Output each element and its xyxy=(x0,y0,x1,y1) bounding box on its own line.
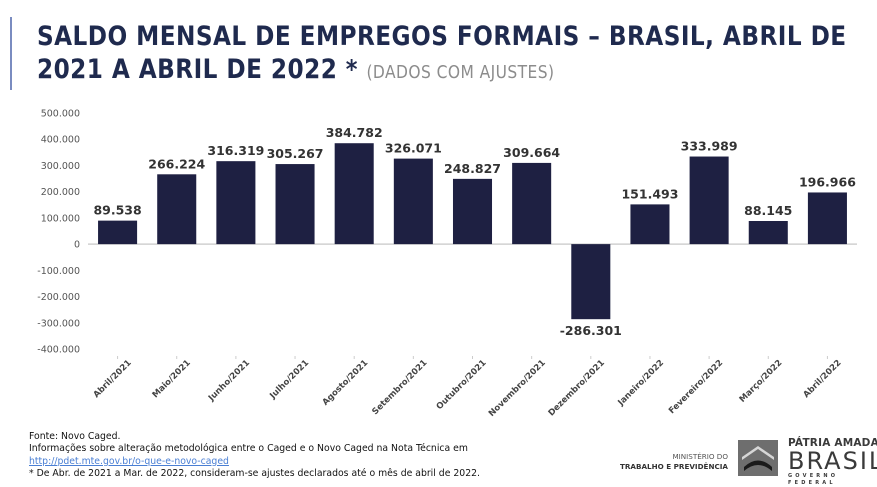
data-label: 316.319 xyxy=(207,143,264,158)
government-emblem-icon xyxy=(738,440,778,476)
bar-chart: 500.000 400.000 300.000 200.000 100.000 0 -100… xyxy=(37,109,857,419)
data-label: 384.782 xyxy=(326,125,383,140)
x-tick-label: Outubro/2021 xyxy=(435,358,489,412)
data-label: -286.301 xyxy=(560,323,622,338)
x-tick-label: Dezembro/2021 xyxy=(547,358,607,418)
y-tick-label: 200.000 xyxy=(41,187,80,198)
title-accent-line xyxy=(10,17,12,90)
data-label: 326.071 xyxy=(385,141,442,156)
x-tick-label: Junho/2021 xyxy=(206,358,252,404)
y-axis: 500.000 400.000 300.000 200.000 100.000 0 -100… xyxy=(37,109,80,356)
y-tick-label: -400.000 xyxy=(37,345,80,356)
x-tick-label: Março/2022 xyxy=(738,358,785,405)
slogan-bottom: GOVERNO FEDERAL xyxy=(788,473,839,486)
x-tick-label: Abril/2022 xyxy=(802,358,844,400)
x-tick-label: Novembro/2021 xyxy=(487,358,548,419)
footer-notes: Fonte: Novo Caged. Informações sobre alt… xyxy=(29,431,480,480)
x-tick-label: Abril/2021 xyxy=(92,358,134,400)
x-tick-label: Julho/2021 xyxy=(267,358,311,402)
y-tick-label: -100.000 xyxy=(37,266,80,277)
data-label: 88.145 xyxy=(744,203,792,218)
bar xyxy=(512,162,552,245)
methodology-link[interactable]: http://pdet.mte.gov.br/o-que-e-novo-cage… xyxy=(29,455,229,467)
source-note: Fonte: Novo Caged. xyxy=(29,431,121,442)
data-label: 333.989 xyxy=(681,139,738,154)
title-line-2-wrap: 2021 A ABRIL DE 2022 * (DADOS COM AJUSTE… xyxy=(37,53,751,89)
bar xyxy=(157,174,197,245)
bar xyxy=(334,143,374,245)
data-label: 305.267 xyxy=(267,146,324,161)
data-label: 248.827 xyxy=(444,161,501,176)
bar xyxy=(571,244,611,320)
patria-amada-brasil-logo: PÁTRIA AMADA BRASIL GOVERNO FEDERAL xyxy=(788,437,877,487)
bar xyxy=(748,220,788,245)
x-axis: Abril/2021 Maio/2021 Junho/2021 Julho/2021 A… xyxy=(92,356,844,419)
x-tick-label: Setembro/2021 xyxy=(370,358,429,417)
slogan-top: PÁTRIA AMADA xyxy=(788,437,877,449)
methodology-note: Informações sobre alteração metodológica… xyxy=(29,443,468,455)
y-tick-label: 0 xyxy=(74,240,80,251)
bar xyxy=(630,204,670,245)
chart-title: SALDO MENSAL DE EMPREGOS FORMAIS – BRASI… xyxy=(37,20,847,89)
bar xyxy=(98,220,138,245)
ministry-logo-text: MINISTÉRIO DO TRABALHO E PREVIDÊNCIA xyxy=(618,452,728,472)
x-tick-label: Maio/2021 xyxy=(151,358,193,400)
title-line-2: 2021 A ABRIL DE 2022 xyxy=(37,54,338,85)
data-label: 89.538 xyxy=(93,203,141,218)
bar xyxy=(216,161,256,245)
data-label: 196.966 xyxy=(799,174,856,189)
title-asterisk: * xyxy=(345,55,358,85)
data-label: 309.664 xyxy=(503,145,560,160)
y-tick-label: 100.000 xyxy=(41,213,80,224)
bar xyxy=(689,156,729,245)
chart-subtitle: (DADOS COM AJUSTES) xyxy=(366,62,555,83)
x-tick-label: Janeiro/2022 xyxy=(616,358,667,409)
bar xyxy=(452,178,493,245)
bars xyxy=(98,143,847,320)
x-tick-label: Agosto/2021 xyxy=(321,358,371,408)
y-tick-label: -300.000 xyxy=(37,318,80,329)
y-tick-label: 300.000 xyxy=(41,161,80,172)
bar xyxy=(807,192,847,245)
bar xyxy=(275,164,315,245)
ministry-line-2: TRABALHO E PREVIDÊNCIA xyxy=(619,462,728,471)
y-tick-label: -200.000 xyxy=(37,292,80,303)
title-line-1: SALDO MENSAL DE EMPREGOS FORMAIS – BRASI… xyxy=(37,21,847,52)
adjustment-note: * De Abr. de 2021 a Mar. de 2022, consid… xyxy=(29,467,480,479)
data-label: 266.224 xyxy=(148,156,205,171)
slogan-main: BRASIL xyxy=(788,447,877,475)
bar xyxy=(393,158,433,245)
ministry-line-1: MINISTÉRIO DO xyxy=(672,452,728,461)
y-tick-label: 400.000 xyxy=(41,135,80,146)
y-tick-label: 500.000 xyxy=(41,109,80,120)
data-label: 151.493 xyxy=(621,186,678,201)
x-tick-label: Fevereiro/2022 xyxy=(667,358,725,416)
